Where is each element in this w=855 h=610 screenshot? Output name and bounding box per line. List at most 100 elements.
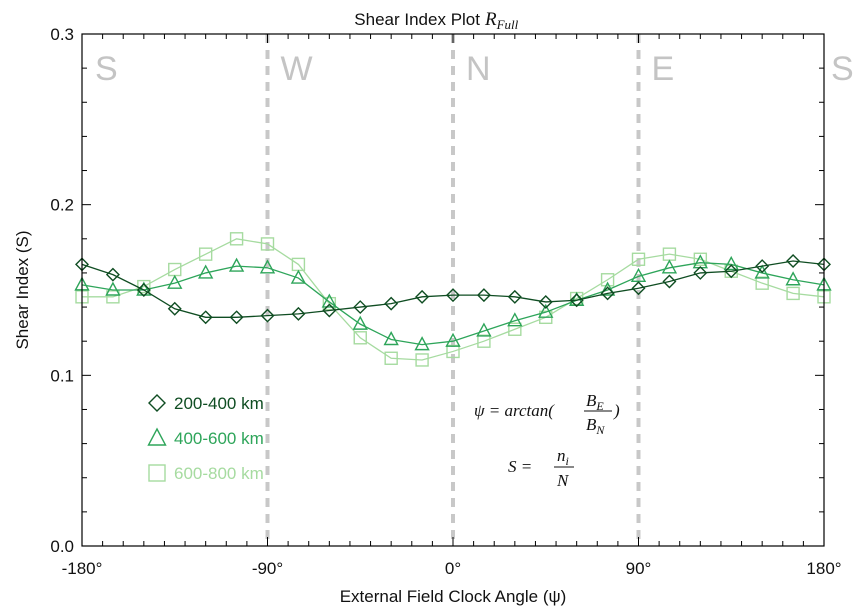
s-equation-lhs: S =	[508, 457, 532, 476]
data-point-triangle	[538, 303, 554, 318]
direction-label-e-3: E	[652, 50, 675, 88]
series-line	[82, 238, 825, 361]
psi-equation-lhs: ψ = arctan(	[474, 401, 555, 420]
direction-label-w-1: W	[281, 50, 313, 88]
data-point-square	[477, 334, 491, 348]
legend-marker-square	[148, 464, 166, 482]
series-line	[81, 262, 825, 346]
data-point-square	[600, 273, 615, 287]
data-point-triangle	[290, 269, 307, 284]
x-tick-label: -180°	[62, 559, 103, 578]
data-point-diamond	[167, 301, 182, 316]
legend-item-600-800-km: 600-800 km	[148, 464, 264, 483]
data-point-diamond	[476, 288, 491, 303]
data-point-diamond	[384, 296, 399, 311]
data-point-diamond	[136, 283, 151, 297]
data-point-diamond	[600, 286, 615, 301]
data-point-diamond	[229, 310, 244, 325]
data-point-diamond	[291, 306, 306, 321]
data-point-square	[198, 247, 213, 261]
legend: 200-400 km 400-600 km 600-800 km	[147, 394, 264, 483]
data-point-square	[106, 290, 120, 304]
psi-equation: ψ = arctan( BE BN )	[474, 391, 620, 437]
psi-denominator: BN	[586, 415, 605, 437]
data-point-square	[415, 353, 429, 367]
data-point-square	[322, 296, 337, 311]
chart-title-symbol: RFull	[484, 9, 519, 32]
data-point-triangle	[197, 264, 214, 279]
y-axis-label: Shear Index (S)	[13, 230, 32, 349]
data-point-triangle	[352, 315, 368, 330]
data-point-diamond	[631, 281, 646, 296]
legend-item-400-600-km: 400-600 km	[147, 427, 264, 448]
data-point-triangle	[754, 264, 770, 279]
data-point-triangle	[785, 271, 801, 286]
legend-marker-triangle	[147, 427, 167, 446]
direction-label-s-0: S	[95, 50, 118, 88]
data-point-square	[508, 322, 522, 336]
x-axis-label: External Field Clock Angle (ψ)	[340, 587, 567, 606]
data-point-diamond	[446, 288, 460, 303]
chart-title-symbol-main: R	[484, 9, 497, 30]
data-point-triangle	[105, 281, 121, 296]
direction-label-s-4: S	[831, 50, 854, 88]
data-point-square	[755, 276, 769, 290]
data-point-triangle	[507, 312, 523, 327]
x-tick-label: 180°	[806, 559, 841, 578]
series-line	[81, 260, 825, 318]
data-point-triangle	[228, 257, 245, 272]
data-point-diamond	[260, 308, 275, 323]
s-denominator: N	[556, 471, 570, 490]
chart-title: Shear Index Plot	[354, 10, 480, 29]
data-point-diamond	[662, 274, 677, 289]
data-point-diamond	[693, 265, 708, 280]
data-point-square	[631, 252, 646, 266]
data-point-diamond	[538, 294, 553, 309]
data-point-triangle	[599, 281, 616, 296]
data-point-diamond	[724, 264, 739, 279]
x-tick-label: 0°	[445, 559, 461, 578]
data-point-triangle	[414, 336, 430, 351]
data-point-square	[260, 237, 275, 251]
legend-marker-diamond	[148, 394, 166, 412]
legend-label: 200-400 km	[174, 394, 264, 413]
series-layer	[74, 232, 832, 367]
data-point-triangle	[661, 259, 678, 274]
data-point-square	[693, 252, 708, 266]
data-point-square	[353, 331, 367, 345]
legend-label: 600-800 km	[174, 464, 264, 483]
data-point-triangle	[723, 255, 739, 271]
y-tick-label: 0.1	[50, 366, 74, 385]
series-400-600-km	[74, 254, 832, 351]
data-point-triangle	[259, 259, 276, 274]
data-point-diamond	[415, 289, 430, 304]
psi-equation-close: )	[613, 401, 620, 420]
chart-title-symbol-sub: Full	[496, 17, 519, 32]
data-point-triangle	[321, 293, 338, 308]
y-tick-label: 0.0	[50, 537, 74, 556]
x-tick-label: -90°	[252, 559, 283, 578]
data-point-triangle	[383, 331, 399, 346]
data-point-diamond	[105, 267, 120, 282]
axis-ticks: -180° -90° 0° 90° 180° 0.0 0.1 0.2 0.3	[50, 25, 841, 578]
direction-label-n-2: N	[466, 50, 491, 88]
data-point-triangle	[476, 322, 492, 337]
data-point-diamond	[569, 293, 584, 308]
x-tick-label: 90°	[626, 559, 652, 578]
psi-numerator: BE	[586, 391, 604, 413]
data-point-diamond	[507, 289, 522, 304]
data-point-square	[384, 351, 398, 365]
data-point-square	[446, 344, 460, 359]
data-point-diamond	[353, 300, 368, 315]
data-point-square	[786, 286, 800, 301]
data-point-diamond	[198, 310, 213, 325]
data-point-triangle	[445, 332, 461, 347]
s-equation: S = ni N	[508, 446, 574, 490]
data-point-diamond	[786, 253, 801, 268]
data-point-diamond	[755, 259, 770, 274]
y-tick-label: 0.2	[50, 196, 74, 215]
legend-label: 400-600 km	[174, 429, 264, 448]
data-point-triangle	[167, 274, 183, 289]
